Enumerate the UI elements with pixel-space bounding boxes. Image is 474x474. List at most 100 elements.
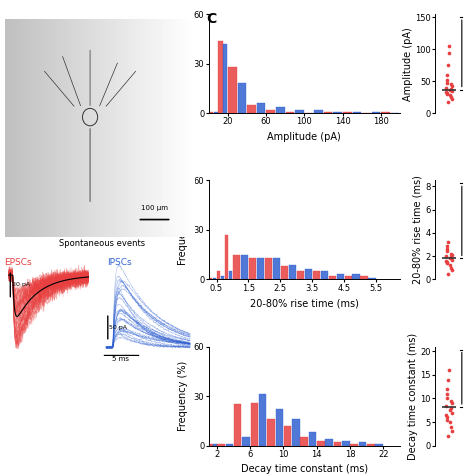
Bar (226, 444, 233, 446)
Point (446, 406, 454, 414)
Point (447, 397, 455, 405)
Bar (345, 276, 352, 279)
Bar (297, 271, 304, 279)
Bar (337, 274, 344, 279)
X-axis label: Amplitude (pA): Amplitude (pA) (267, 132, 341, 142)
Point (446, 86, 454, 93)
Point (443, 71, 451, 79)
Point (447, 250, 455, 257)
Point (448, 251, 456, 259)
Bar (317, 441, 325, 446)
Bar (251, 403, 258, 446)
Bar (273, 258, 280, 279)
Text: 20 pA: 20 pA (12, 283, 30, 287)
Y-axis label: Decay time constant (ms): Decay time constant (ms) (408, 333, 418, 460)
Point (443, 76, 451, 84)
Point (445, 98, 452, 105)
Bar (209, 111, 213, 113)
Bar (241, 255, 248, 279)
Bar (342, 441, 350, 446)
Bar (217, 444, 225, 446)
Point (446, 366, 453, 374)
Bar (213, 444, 217, 446)
Point (444, 238, 452, 246)
Bar (228, 271, 232, 279)
Point (447, 254, 455, 261)
Point (445, 270, 452, 277)
Point (443, 385, 451, 393)
Point (443, 242, 451, 249)
Point (443, 416, 451, 423)
Point (445, 432, 452, 440)
Point (447, 404, 455, 411)
Y-axis label: Frequency (%): Frequency (%) (178, 361, 188, 431)
Bar (292, 419, 300, 446)
Bar (209, 278, 212, 279)
Bar (353, 274, 360, 279)
Point (442, 88, 450, 96)
Point (448, 400, 456, 407)
Bar (221, 276, 224, 279)
Bar (314, 110, 323, 113)
Bar (217, 271, 220, 279)
Point (446, 49, 453, 56)
Bar (301, 438, 308, 446)
Bar (238, 83, 246, 113)
Point (447, 81, 455, 88)
Bar (209, 444, 212, 446)
Point (444, 395, 451, 402)
Point (442, 411, 450, 419)
Point (447, 264, 455, 272)
Point (442, 84, 450, 91)
Point (447, 85, 455, 93)
Point (447, 423, 455, 430)
Text: 100 μm: 100 μm (141, 205, 168, 211)
Bar (360, 276, 368, 279)
Text: 5 ms: 5 ms (112, 356, 129, 363)
Bar (219, 41, 223, 113)
Bar (214, 111, 218, 113)
Bar (257, 258, 264, 279)
Point (443, 90, 451, 98)
Point (446, 91, 454, 99)
Bar (333, 111, 342, 113)
Bar (372, 111, 380, 113)
Bar (367, 444, 374, 446)
Bar (295, 110, 304, 113)
Bar (410, 111, 419, 113)
Point (444, 62, 452, 69)
Y-axis label: Frequency (%): Frequency (%) (178, 195, 188, 265)
Bar (353, 111, 361, 113)
Point (448, 95, 456, 103)
Bar (276, 107, 284, 113)
Bar (324, 111, 332, 113)
Bar (249, 258, 256, 279)
Point (443, 258, 451, 266)
Bar (284, 426, 292, 446)
Point (442, 402, 450, 410)
Y-axis label: 20-80% rise time (ms): 20-80% rise time (ms) (413, 175, 423, 284)
Point (448, 409, 456, 416)
Bar (225, 235, 228, 279)
Point (445, 42, 453, 50)
Bar (350, 444, 358, 446)
Bar (265, 258, 272, 279)
Point (442, 257, 450, 264)
Point (444, 79, 451, 86)
Point (442, 252, 450, 260)
Text: 50 pA: 50 pA (109, 325, 128, 330)
Bar (247, 105, 256, 113)
Bar (309, 432, 316, 446)
X-axis label: 20-80% rise time (ms): 20-80% rise time (ms) (250, 298, 359, 308)
Point (443, 390, 451, 398)
Point (448, 266, 456, 274)
Bar (275, 409, 283, 446)
Point (448, 82, 456, 90)
Bar (320, 271, 328, 279)
Bar (233, 255, 240, 279)
Bar (266, 110, 275, 113)
Bar (228, 67, 237, 113)
Bar (328, 276, 336, 279)
Bar (259, 394, 266, 446)
Point (447, 93, 455, 101)
